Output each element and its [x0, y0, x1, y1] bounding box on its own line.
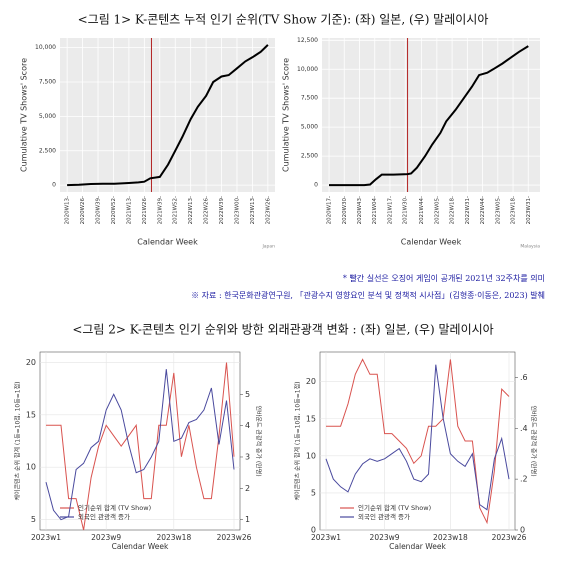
y-tick-label: 10,000 [35, 44, 56, 51]
y2-tick-label: 1 [245, 515, 250, 524]
x-tick-label: 2022W31- [465, 196, 471, 224]
line [67, 44, 269, 187]
y-tick-label: 20 [306, 377, 316, 386]
y-axis-title: 케이콘텐츠 순위 합계 (1등=10점, 10등=1점) [294, 382, 302, 501]
y-tick-label: 12,500 [297, 37, 318, 44]
y-tick-label: 5 [311, 488, 316, 497]
x-tick-label: 2022W44- [480, 196, 486, 224]
x-tick-label: 2023w18 [433, 533, 468, 542]
figure1-title: <그림 1> K-콘텐츠 누적 인기 순위(TV Show 기준): (좌) 일… [78, 13, 489, 27]
x-tick-label: 2023w18 [156, 533, 191, 542]
x-tick-label: 2022W39- [219, 196, 225, 224]
y-tick-label: 0 [314, 182, 318, 189]
x-axis-title: Calendar Week [112, 542, 169, 551]
x-tick-label: 2023W05- [495, 196, 501, 224]
x-tick-label: 2021W17- [387, 196, 393, 224]
x-tick-label: 2022W18- [450, 196, 456, 224]
x-tick-label: 2020W26- [80, 196, 86, 224]
x-tick-label: 2023w26 [217, 533, 252, 542]
x-tick-label: 2023w9 [370, 533, 400, 542]
line [325, 364, 510, 511]
y-tick-label: 5,000 [301, 124, 318, 131]
y-tick-label: 2,500 [39, 147, 56, 154]
y-tick-label: 0 [311, 526, 316, 535]
y-tick-label: 0 [52, 182, 56, 189]
x-tick-label: 2021W39- [157, 196, 163, 224]
x-tick-label: 2020W13- [65, 196, 71, 224]
y2-tick-label: 3 [245, 452, 250, 461]
y-axis-title: Cumulative TV Shows' Score [282, 58, 291, 172]
line [329, 45, 529, 187]
y-tick-label: 10 [26, 463, 36, 472]
y-tick-label: 7,500 [39, 79, 56, 86]
legend-label: 외국인 관광객 증가 [358, 512, 410, 521]
y-tick-label: 15 [306, 414, 316, 423]
x-tick-label: 2023w1 [31, 533, 61, 542]
y-tick-label: 2,500 [301, 153, 318, 160]
y2-tick-label: .2 [520, 475, 528, 484]
y-tick-label: 5,000 [39, 113, 56, 120]
note: * 빨간 실선은 오징어 게임이 공개된 2021년 32주차를 의미 [343, 273, 545, 283]
y2-tick-label: .6 [520, 373, 528, 382]
x-tick-label: 2023W00- [234, 196, 240, 224]
x-tick-label: 2022W26- [204, 196, 210, 224]
legend-label: 인기순위 합계 (TV Show) [358, 503, 431, 512]
y2-tick-label: 4 [245, 421, 250, 430]
x-tick-label: 2020W43- [357, 196, 363, 224]
y-tick-label: 20 [26, 358, 36, 367]
y-tick-label: 7,500 [301, 95, 318, 102]
y-tick-label: 5 [31, 515, 36, 524]
x-tick-label: 2023w1 [311, 533, 341, 542]
x-tick-label: 2021W26- [142, 196, 148, 224]
y-axis-title: Cumulative TV Shows' Score [20, 58, 29, 172]
x-tick-label: 2023w26 [492, 533, 527, 542]
line [45, 369, 235, 521]
line [46, 362, 235, 531]
x-tick-label: 2022W05- [434, 196, 440, 224]
x-axis-title: Calendar Week [401, 238, 462, 247]
y-tick-label: 15 [26, 410, 36, 419]
x-tick-label: 2021W13- [126, 196, 132, 224]
legend-label: 외국인 관광객 증가 [78, 512, 130, 521]
y2-tick-label: 0 [520, 526, 525, 535]
x-tick-label: 2023W31- [526, 196, 532, 224]
plot-background [60, 38, 275, 192]
x-tick-label: 2023W18- [511, 196, 517, 224]
y2-axis-title: 인바운드 관광객 증가 (만명) [530, 405, 538, 476]
legend-label: 인기순위 합계 (TV Show) [78, 503, 151, 512]
x-tick-label: 2023w9 [91, 533, 121, 542]
x-tick-label: 2023W13- [250, 196, 256, 224]
y-axis-title: 케이콘텐츠 순위 합계 (1등=10점, 10등=1점) [14, 382, 22, 501]
x-tick-label: 2021W30- [403, 196, 409, 224]
x-tick-label: 2022W13- [188, 196, 194, 224]
y-tick-label: 10 [306, 451, 316, 460]
x-tick-label: 2021W44- [419, 196, 425, 224]
x-axis-title: Calendar Week [137, 238, 198, 247]
x-tick-label: 2020W39- [96, 196, 102, 224]
y2-axis-title: 인바운드 관광객 증가 (만명) [255, 405, 263, 476]
x-tick-label: 2021W04- [372, 196, 378, 224]
x-tick-label: 2020W52- [111, 196, 117, 224]
caption: Japan [261, 244, 275, 250]
source-note: ※ 자료 : 한국문화관광연구원, 「관광수지 영향요인 분석 및 정책적 시사… [191, 290, 545, 300]
x-tick-label: 2021W52- [173, 196, 179, 224]
x-axis-title: Calendar Week [389, 542, 446, 551]
y2-tick-label: 5 [245, 390, 250, 399]
y2-tick-label: .4 [520, 424, 528, 433]
y2-tick-label: 2 [245, 484, 250, 493]
caption: Malaysia [520, 244, 540, 250]
x-tick-label: 2023W26- [265, 196, 271, 224]
plot-frame [39, 351, 241, 531]
figure2-title: <그림 2> K-콘텐츠 인기 순위와 방한 외래관광객 변화 : (좌) 일본… [72, 323, 493, 337]
y-tick-label: 10,000 [297, 66, 318, 73]
x-tick-label: 2020W30- [342, 196, 348, 224]
x-tick-label: 2020W17- [327, 196, 333, 224]
